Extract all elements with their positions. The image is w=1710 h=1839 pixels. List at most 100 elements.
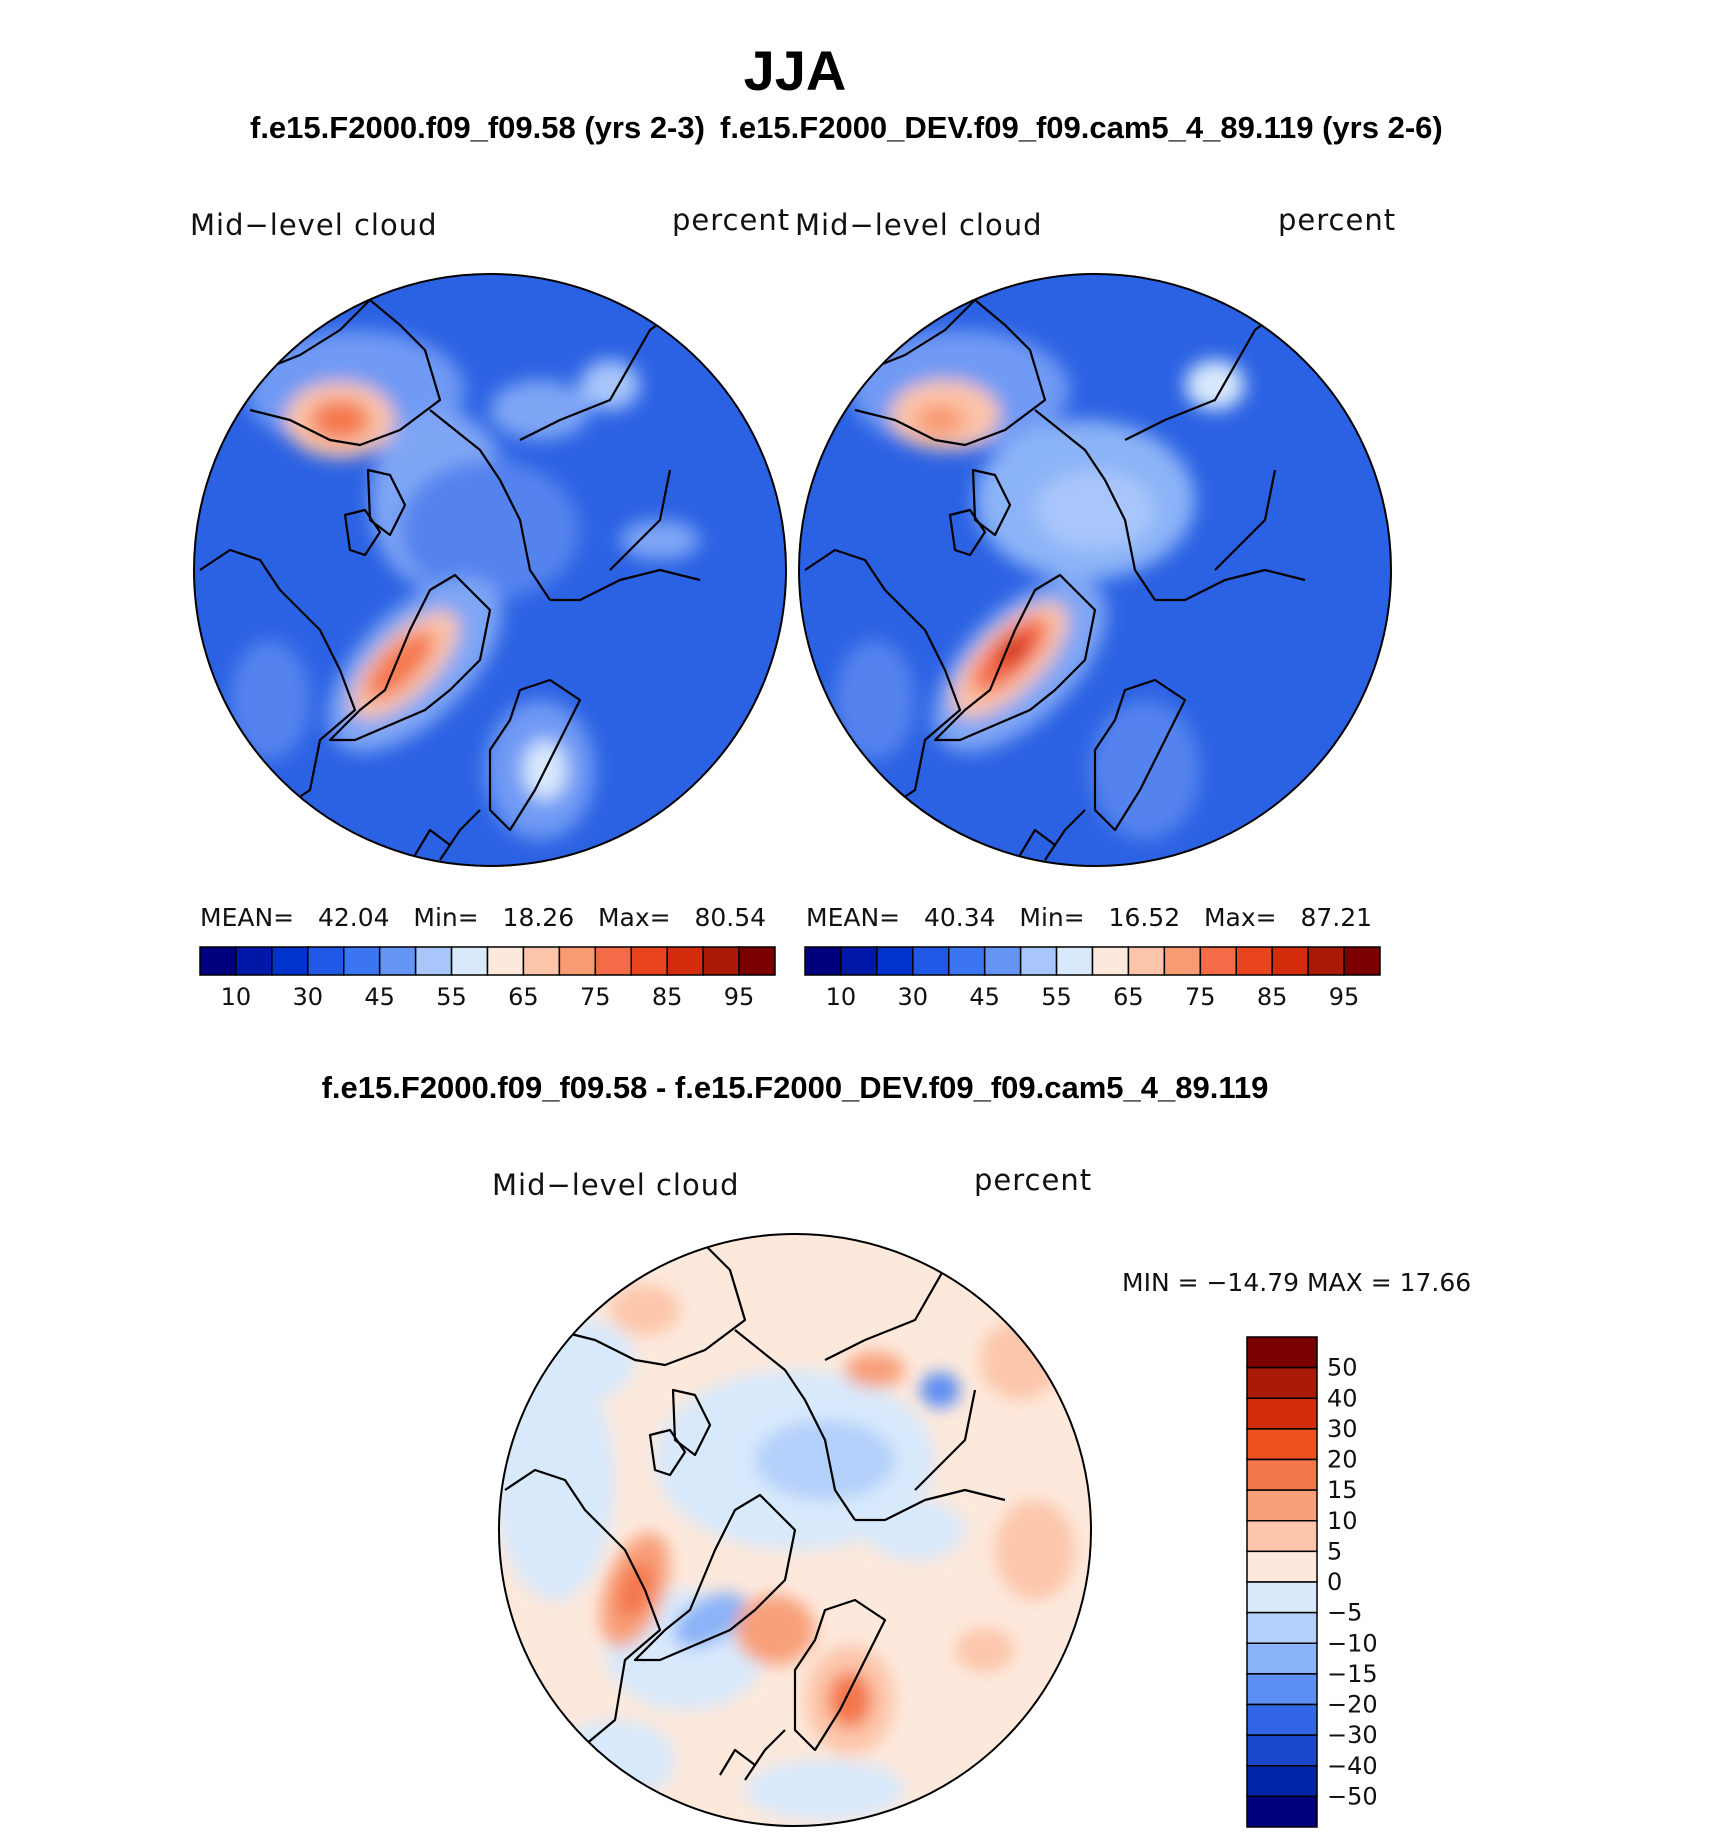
colorbar-tick-label: −5	[1327, 1599, 1362, 1627]
colorbar-box	[594, 946, 632, 976]
panel1-mean-label: MEAN=	[200, 903, 295, 932]
colorbar-box	[1246, 1795, 1318, 1828]
colorbar-box	[1199, 946, 1237, 976]
colorbar-tick-label: 40	[1327, 1384, 1358, 1412]
colorbar-box	[486, 946, 525, 976]
colorbar-tick-label: −50	[1327, 1782, 1378, 1810]
colorbar-box	[1246, 1734, 1318, 1767]
colorbar-box	[1246, 1489, 1318, 1522]
colorbar-box	[235, 946, 273, 976]
colorbar-box	[1271, 946, 1309, 976]
colorbar-box	[804, 946, 842, 976]
colorbar-box	[912, 946, 950, 976]
colorbar-tick-label: 30	[293, 983, 324, 1011]
colorbar-tick-label: 85	[652, 983, 683, 1011]
panel2-variable-label: Mid−level cloud	[795, 208, 1043, 242]
colorbar-tick-label: 55	[436, 983, 467, 1011]
colorbar-tick-label: 15	[1327, 1476, 1358, 1504]
colorbar-tick-label: 95	[724, 983, 755, 1011]
difference-title: f.e15.F2000.f09_f09.58 - f.e15.F2000_DEV…	[321, 1070, 1269, 1105]
colorbar-tick-label: 30	[898, 983, 929, 1011]
panel1-variable-label: Mid−level cloud	[190, 208, 438, 242]
panel1-max-label: Max=	[597, 903, 671, 932]
colorbar-tick-label: −15	[1327, 1660, 1378, 1688]
panel2-max-label: Max=	[1203, 903, 1277, 932]
panel2-mean-label: MEAN=	[806, 903, 901, 932]
colorbar-box	[1163, 946, 1202, 976]
diff-map-border	[498, 1233, 1092, 1827]
colorbar-box	[1246, 1520, 1318, 1553]
colorbar-box	[948, 946, 986, 976]
colorbar-box	[840, 946, 878, 976]
panel2-stats: MEAN= 40.34 Min= 16.52 Max= 87.21	[806, 903, 1372, 932]
case-title-2: f.e15.F2000_DEV.f09_f09.cam5_4_89.119 (y…	[720, 110, 1443, 145]
colorbar-tick-label: 10	[1327, 1507, 1358, 1535]
colorbar-tick-label: 85	[1257, 983, 1288, 1011]
panel1-min-value: 18.26	[502, 903, 575, 932]
panel2-max-value: 87.21	[1300, 903, 1373, 932]
panel2-colorbar: 10 30 45 55 65 75 85 95	[804, 946, 1381, 1011]
colorbar-box	[343, 946, 381, 976]
panel1-coastlines	[199, 298, 701, 861]
colorbar-box	[522, 946, 561, 976]
panel2-min-label: Min=	[1019, 903, 1085, 932]
colorbar-box	[1343, 946, 1381, 976]
colorbar-box	[666, 946, 704, 976]
colorbar-box	[1246, 1458, 1318, 1491]
colorbar-box	[450, 946, 489, 976]
colorbar-tick-label: −20	[1327, 1691, 1378, 1719]
colorbar-tick-label: 65	[508, 983, 539, 1011]
panel2-units-label: percent	[1278, 203, 1397, 237]
colorbar-box	[1246, 1428, 1318, 1461]
diff-variable-label: Mid−level cloud	[492, 1168, 740, 1202]
colorbar-box	[738, 946, 776, 976]
colorbar-box	[876, 946, 914, 976]
colorbar-tick-label: 30	[1327, 1415, 1358, 1443]
colorbar-box	[271, 946, 309, 976]
colorbar-box	[1235, 946, 1273, 976]
panel2-polar-map	[798, 273, 1392, 867]
colorbar-box	[414, 946, 453, 976]
colorbar-tick-label: 95	[1329, 983, 1360, 1011]
colorbar-tick-label: 0	[1327, 1568, 1342, 1596]
colorbar-tick-label: 45	[969, 983, 1000, 1011]
colorbar-box	[1246, 1611, 1318, 1644]
panel1-colorbar: 10 30 45 55 65 75 85 95	[199, 946, 776, 1011]
panel1-polar-map	[193, 273, 787, 867]
panel1-stats: MEAN= 42.04 Min= 18.26 Max= 80.54	[200, 903, 766, 932]
colorbar-tick-label: 50	[1327, 1354, 1358, 1382]
panel1-units-label: percent	[672, 203, 791, 237]
colorbar-box	[558, 946, 597, 976]
diff-polar-map	[498, 1233, 1092, 1827]
colorbar-box	[1091, 946, 1130, 976]
colorbar-box	[1246, 1581, 1318, 1614]
colorbar-box	[199, 946, 237, 976]
colorbar-box	[1246, 1366, 1318, 1399]
colorbar-tick-label: 55	[1041, 983, 1072, 1011]
colorbar-box	[1019, 946, 1058, 976]
colorbar-box	[307, 946, 345, 976]
panel1-min-label: Min=	[413, 903, 479, 932]
diff-minmax: MIN = −14.79 MAX = 17.66	[1122, 1268, 1472, 1297]
colorbar-box	[1246, 1336, 1318, 1369]
colorbar-box	[702, 946, 740, 976]
colorbar-box	[1246, 1765, 1318, 1798]
page-title: JJA	[743, 39, 847, 102]
panel1-mean-value: 42.04	[317, 903, 390, 932]
colorbar-box	[1127, 946, 1166, 976]
colorbar-box	[1246, 1550, 1318, 1583]
panel2-coastlines	[804, 298, 1306, 861]
panel2-min-value: 16.52	[1108, 903, 1181, 932]
colorbar-tick-label: 5	[1327, 1537, 1342, 1565]
colorbar-tick-label: 75	[1185, 983, 1216, 1011]
colorbar-tick-label: 45	[364, 983, 395, 1011]
colorbar-tick-label: 20	[1327, 1446, 1358, 1474]
colorbar-box	[1055, 946, 1094, 976]
colorbar-tick-label: −40	[1327, 1752, 1378, 1780]
colorbar-box	[1246, 1673, 1318, 1706]
colorbar-box	[378, 946, 417, 976]
diff-units-label: percent	[974, 1163, 1093, 1197]
panel2-mean-value: 40.34	[923, 903, 996, 932]
colorbar-tick-label: −10	[1327, 1629, 1378, 1657]
